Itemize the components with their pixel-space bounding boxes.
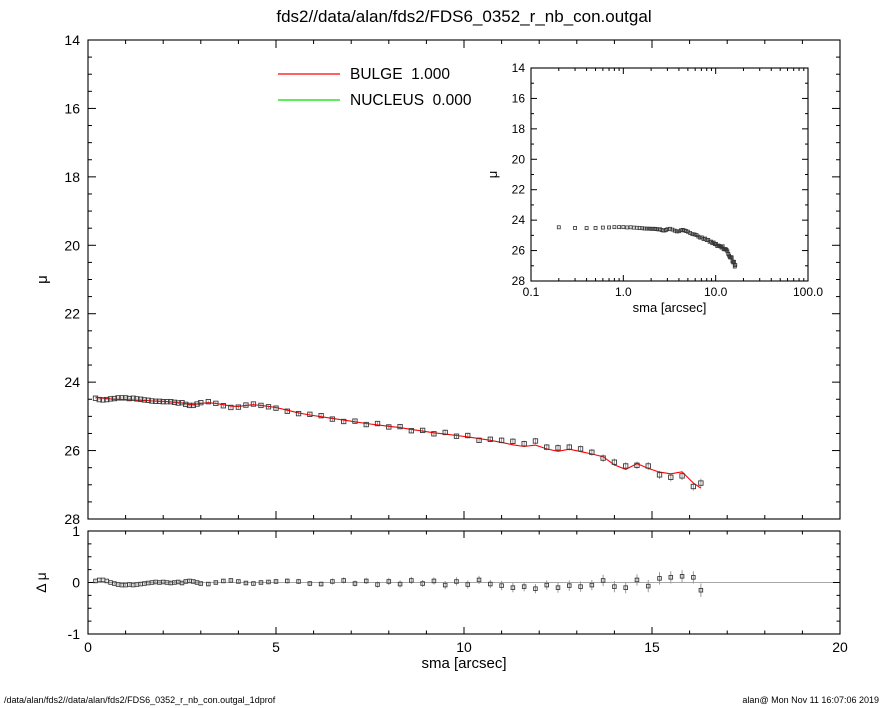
svg-text:BULGE 1.000: BULGE 1.000 bbox=[350, 66, 450, 83]
svg-text:26: 26 bbox=[64, 443, 80, 459]
svg-text:100.0: 100.0 bbox=[793, 285, 823, 299]
svg-text:sma [arcsec]: sma [arcsec] bbox=[633, 300, 707, 315]
svg-text:10.0: 10.0 bbox=[704, 285, 728, 299]
svg-text:18: 18 bbox=[64, 169, 80, 185]
svg-text:0.1: 0.1 bbox=[523, 285, 540, 299]
svg-text:24: 24 bbox=[512, 213, 526, 227]
svg-text:20: 20 bbox=[832, 639, 848, 655]
svg-text:NUCLEUS 0.000: NUCLEUS 0.000 bbox=[350, 92, 472, 109]
legend: BULGE 1.000 NUCLEUS 0.000 bbox=[278, 66, 472, 109]
svg-text:22: 22 bbox=[64, 306, 80, 322]
svg-text:22: 22 bbox=[512, 183, 526, 197]
svg-text:16: 16 bbox=[512, 91, 526, 105]
svg-text:24: 24 bbox=[64, 374, 80, 390]
footer-user-timestamp: alan@ Mon Nov 11 16:07:06 2019 bbox=[742, 695, 879, 705]
svg-text:10: 10 bbox=[456, 639, 472, 655]
svg-text:μ: μ bbox=[485, 171, 500, 179]
svg-text:18: 18 bbox=[512, 122, 526, 136]
svg-text:0: 0 bbox=[72, 575, 80, 591]
inset-panel: 14 16 18 20 22 24 26 280.1 1.0 10.0 100.0 μ sma [arc… bbox=[485, 61, 823, 315]
svg-text:14: 14 bbox=[512, 61, 526, 75]
svg-text:0: 0 bbox=[84, 639, 92, 655]
svg-text:5: 5 bbox=[272, 639, 280, 655]
svg-text:1: 1 bbox=[72, 523, 80, 539]
svg-text:1.0: 1.0 bbox=[615, 285, 632, 299]
svg-text:28: 28 bbox=[64, 511, 80, 527]
svg-text:16: 16 bbox=[64, 100, 80, 116]
svg-text:14: 14 bbox=[64, 32, 80, 48]
svg-text:26: 26 bbox=[512, 244, 526, 258]
svg-text:20: 20 bbox=[64, 237, 80, 253]
svg-text:28: 28 bbox=[512, 274, 526, 288]
plot-title: fds2//data/alan/fds2/FDS6_0352_r_nb_con.… bbox=[276, 7, 652, 26]
svg-text:Δ μ: Δ μ bbox=[33, 572, 49, 593]
svg-text:20: 20 bbox=[512, 152, 526, 166]
footer-file-path: /data/alan/fds2//data/alan/fds2/FDS6_035… bbox=[4, 695, 276, 705]
svg-text:μ: μ bbox=[34, 275, 51, 284]
main-panel: 14 16 18 20 22 24 26 28 μ bbox=[34, 32, 841, 527]
svg-text:-1: -1 bbox=[68, 626, 81, 642]
svg-text:sma [arcsec]: sma [arcsec] bbox=[421, 655, 506, 672]
svg-text:15: 15 bbox=[644, 639, 660, 655]
